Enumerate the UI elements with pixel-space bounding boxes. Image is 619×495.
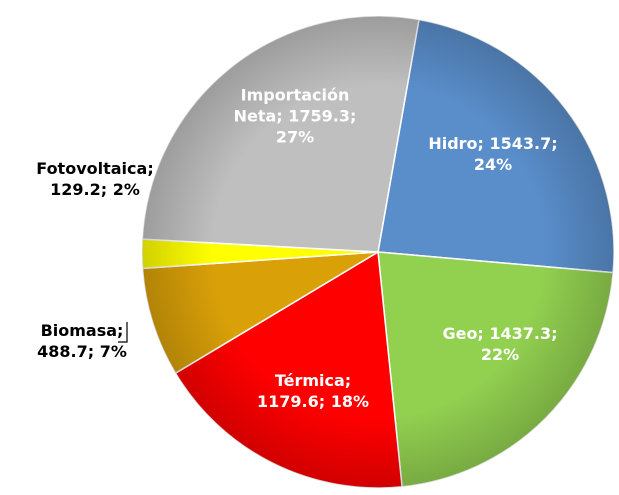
data-label: Importación (241, 86, 350, 105)
data-label: 129.2; 2% (50, 180, 140, 199)
pie-slice (377, 251, 614, 488)
data-label: 24% (474, 155, 512, 174)
data-label: 27% (276, 128, 314, 147)
data-label: Hidro; 1543.7; (428, 134, 557, 153)
data-label: Geo; 1437.3; (442, 324, 557, 343)
data-label: Biomasa; (41, 321, 124, 340)
data-label: Neta; 1759.3; (234, 107, 357, 126)
data-label: 488.7; 7% (37, 342, 127, 361)
data-label: 22% (481, 345, 519, 364)
leader-line (118, 322, 128, 343)
data-label: Térmica; (275, 371, 351, 390)
data-label: 1179.6; 18% (257, 392, 369, 411)
data-label: Fotovoltaica; (36, 159, 153, 178)
